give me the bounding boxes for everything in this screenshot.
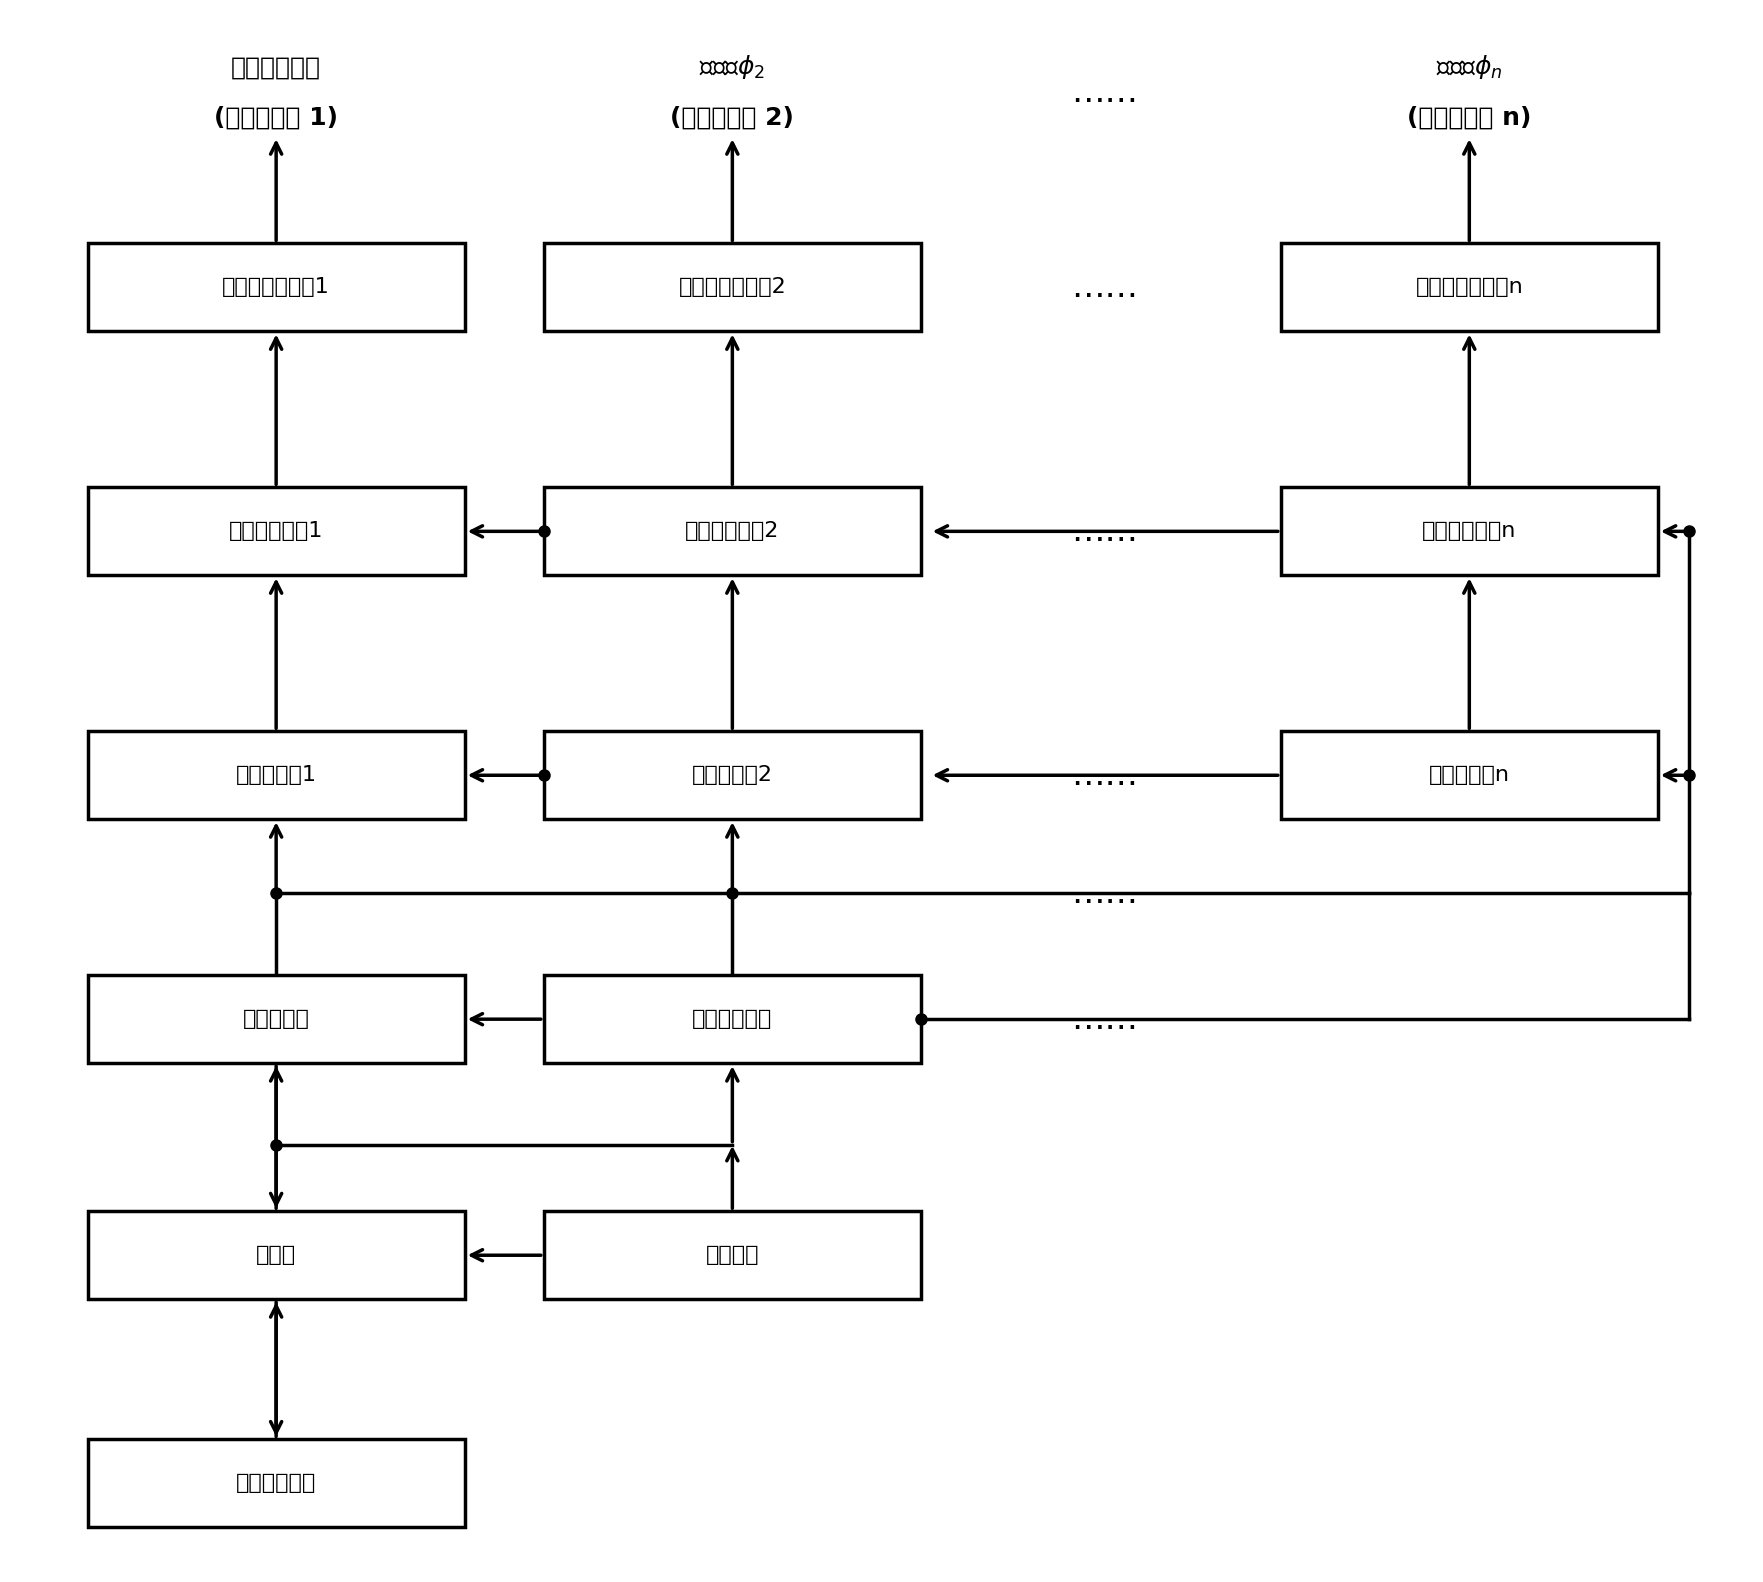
Text: 数模转换电路n: 数模转换电路n [1423, 522, 1516, 541]
Text: ……: …… [1070, 759, 1137, 791]
Text: 时钟电路: 时钟电路 [705, 1245, 760, 1266]
FancyBboxPatch shape [1280, 731, 1657, 819]
Text: ……: …… [1070, 271, 1137, 304]
FancyBboxPatch shape [543, 731, 920, 819]
FancyBboxPatch shape [1280, 487, 1657, 576]
Text: 人机接口电路: 人机接口电路 [236, 1473, 316, 1493]
FancyBboxPatch shape [88, 1440, 465, 1528]
Text: 波形存储器n: 波形存储器n [1428, 766, 1509, 785]
Text: 地址计数器: 地址计数器 [243, 1009, 310, 1030]
Text: 滤波及放大电路1: 滤波及放大电路1 [222, 277, 330, 297]
Text: ……: …… [1070, 876, 1137, 910]
Text: 控制逻辑电路: 控制逻辑电路 [693, 1009, 772, 1030]
Text: 相位差$\phi_2$: 相位差$\phi_2$ [700, 54, 765, 81]
Text: (正弦波信号 1): (正弦波信号 1) [213, 106, 338, 130]
FancyBboxPatch shape [88, 487, 465, 576]
Text: (正弦波信号 2): (正弦波信号 2) [670, 106, 795, 130]
FancyBboxPatch shape [1280, 244, 1657, 332]
Text: 参考相位信号: 参考相位信号 [231, 55, 321, 79]
Text: 相位差$\phi_n$: 相位差$\phi_n$ [1437, 54, 1502, 81]
FancyBboxPatch shape [88, 731, 465, 819]
FancyBboxPatch shape [543, 975, 920, 1063]
FancyBboxPatch shape [543, 487, 920, 576]
FancyBboxPatch shape [543, 1212, 920, 1299]
Text: 波形存储器1: 波形存储器1 [236, 766, 317, 785]
FancyBboxPatch shape [88, 244, 465, 332]
Text: 滤波及放大电路2: 滤波及放大电路2 [679, 277, 786, 297]
FancyBboxPatch shape [88, 1212, 465, 1299]
Text: 波形存储器2: 波形存储器2 [691, 766, 772, 785]
FancyBboxPatch shape [543, 244, 920, 332]
Text: 滤波及放大电路n: 滤波及放大电路n [1416, 277, 1523, 297]
Text: ……: …… [1070, 1003, 1137, 1036]
Text: 数模转换电路1: 数模转换电路1 [229, 522, 323, 541]
Text: (正弦波信号 n): (正弦波信号 n) [1407, 106, 1532, 130]
FancyBboxPatch shape [88, 975, 465, 1063]
Text: 计算机: 计算机 [256, 1245, 296, 1266]
Text: ……: …… [1070, 514, 1137, 547]
Text: ……: …… [1070, 76, 1137, 109]
Text: 数模转换电路2: 数模转换电路2 [686, 522, 779, 541]
